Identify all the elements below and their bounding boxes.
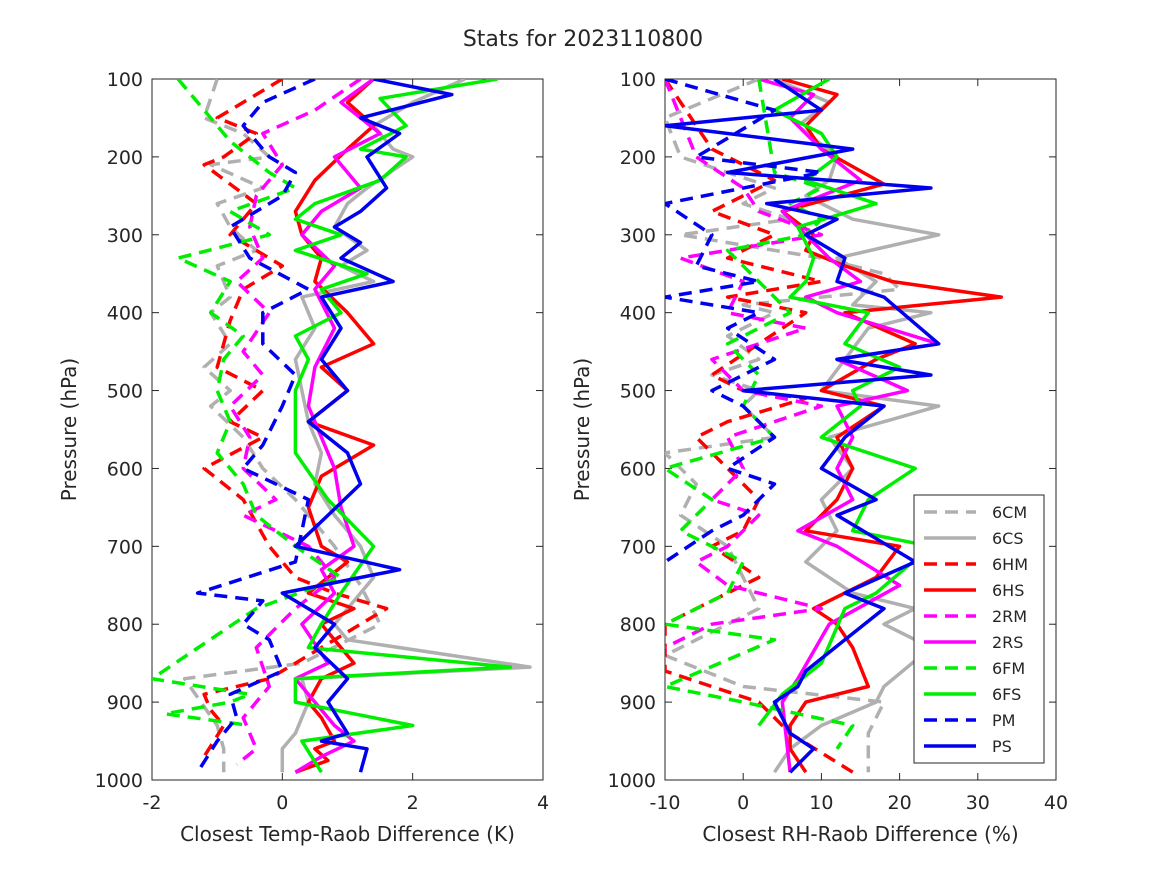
series-line-6cm-dashed — [182, 79, 382, 773]
series-line-ps-dashed — [665, 79, 824, 564]
y-tick-label: 300 — [620, 225, 656, 247]
chart-panel-left: 100 200 300 400 500 600 700 800 900 1000-2 0 2 4 Clos… — [57, 69, 549, 846]
x-tick-label: 0 — [276, 792, 288, 814]
y-tick-label: 700 — [620, 536, 656, 558]
series-line-6fs-solid — [757, 79, 933, 727]
y-tick-label: 900 — [620, 692, 656, 714]
y-tick-label: 1000 — [95, 770, 143, 792]
x-tick-label: 20 — [888, 792, 912, 814]
legend-label-6cs: 6CS — [992, 529, 1024, 548]
x-tick-label: -2 — [143, 792, 162, 814]
series-group — [665, 79, 1004, 774]
y-tick-label: 400 — [107, 303, 143, 325]
legend-label-ps: PS — [992, 737, 1012, 756]
y-tick-label: 300 — [107, 225, 143, 247]
y-tick-label: 1000 — [608, 770, 656, 792]
y-tick-label: 500 — [107, 381, 143, 403]
series-line-2rs-solid — [293, 79, 382, 774]
y-tick-label: 600 — [620, 458, 656, 480]
y-tick-label: 800 — [620, 614, 656, 636]
x-axis-label: Closest Temp-Raob Difference (K) — [180, 822, 515, 846]
legend-label-6cm: 6CM — [992, 503, 1027, 522]
y-tick-label: 800 — [107, 614, 143, 636]
series-line-pm-dashed — [195, 79, 316, 774]
y-tick-label: 900 — [107, 692, 143, 714]
y-tick-label: 100 — [620, 69, 656, 91]
series-line-6hs-solid — [780, 79, 1004, 774]
y-tick-label: 700 — [107, 536, 143, 558]
y-tick-label: 500 — [620, 381, 656, 403]
y-tick-label: 600 — [107, 458, 143, 480]
x-axis-label: Closest RH-Raob Difference (%) — [702, 822, 1018, 846]
series-line-6hm-dashed — [202, 79, 389, 758]
x-tick-label: 10 — [809, 792, 833, 814]
series-group — [152, 79, 532, 774]
plot-area-left — [151, 78, 544, 781]
series-line-ps-solid — [280, 79, 454, 773]
legend-label-6hm: 6HM — [992, 555, 1028, 574]
x-tick-label: -10 — [649, 792, 680, 814]
y-tick-label: 200 — [107, 147, 143, 169]
figure-title: Stats for 2023110800 — [463, 27, 703, 52]
y-tick-label: 200 — [620, 147, 656, 169]
x-tick-label: 4 — [537, 792, 549, 814]
series-line-6fm-dashed — [152, 79, 343, 728]
x-tick-label: 40 — [1044, 792, 1068, 814]
series-line-2rm-dashed — [665, 79, 824, 650]
legend-box — [913, 494, 1045, 764]
legend-label-6fs: 6FS — [992, 685, 1021, 704]
legend-label-pm: PM — [992, 711, 1015, 730]
legend-label-2rs: 2RS — [992, 633, 1023, 652]
y-axis-label: Pressure (hPa) — [57, 358, 81, 501]
y-axis-label: Pressure (hPa) — [570, 358, 594, 501]
series-line-ps-solid — [665, 79, 941, 774]
x-tick-label: 30 — [966, 792, 990, 814]
x-tick-label: 2 — [407, 792, 419, 814]
chart-panel-right: 100 200 300 400 500 600 700 800 900 1000-10 0 10 20 3… — [570, 69, 1068, 846]
plot-area-right — [664, 78, 1057, 781]
legend: 6CM 6CS 6HM 6HS 2RM 2RS 6FM 6FS PM PS — [913, 494, 1045, 764]
legend-label-6fm: 6FM — [992, 659, 1025, 678]
y-tick-label: 100 — [107, 69, 143, 91]
legend-label-6hs: 6HS — [992, 581, 1024, 600]
x-tick-label: 0 — [737, 792, 749, 814]
series-line-6fs-solid — [293, 79, 513, 774]
legend-label-2rm: 2RM — [992, 607, 1027, 626]
y-tick-label: 400 — [620, 303, 656, 325]
